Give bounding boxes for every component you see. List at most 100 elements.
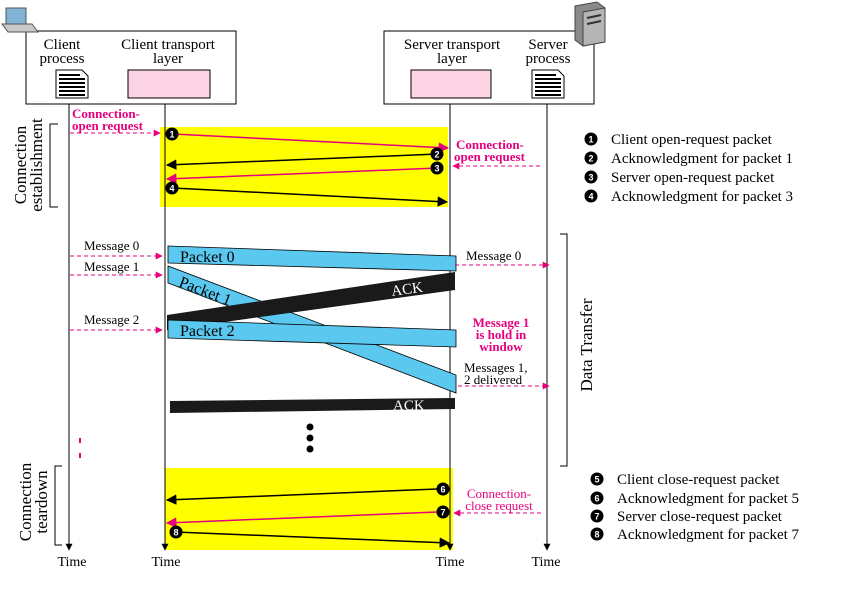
svg-text:4: 4	[169, 184, 174, 194]
conn-close-server-label-2: close request	[465, 498, 533, 513]
legend-open-item-4: 4 Acknowledgment for packet 3	[584, 189, 793, 205]
svg-text:7: 7	[440, 508, 445, 518]
legend-open: 1 Client open-request packet 2 Acknowledgm…	[584, 132, 793, 205]
badge-1: 1	[165, 127, 179, 141]
establishment-bracket	[49, 123, 58, 208]
laptop-icon	[1, 7, 39, 33]
packet0-label: Packet 0	[180, 249, 235, 266]
svg-text:6: 6	[594, 494, 599, 504]
svg-text:8: 8	[173, 528, 178, 538]
document-icon	[531, 69, 565, 99]
svg-text:1: 1	[169, 130, 174, 140]
legend-close-item-6: 6 Acknowledgment for packet 5	[590, 491, 799, 507]
svg-text:5: 5	[594, 475, 599, 485]
document-icon	[55, 69, 89, 99]
svg-text:Acknowledgment for packet 3: Acknowledgment for packet 3	[611, 189, 793, 205]
legend-open-item-2: 2 Acknowledgment for packet 1	[584, 151, 793, 167]
continuation-dot	[306, 434, 314, 442]
ack1-bar	[167, 272, 455, 330]
badge-8: 8	[169, 525, 183, 539]
svg-text:2: 2	[588, 154, 593, 164]
server-transport-label-1: Server transport	[404, 37, 501, 53]
message0-client-label: Message 0	[84, 238, 139, 253]
svg-text:1: 1	[588, 135, 593, 145]
svg-text:6: 6	[440, 485, 445, 495]
client-transport-label-2: layer	[153, 51, 183, 67]
message2-client-label: Message 2	[84, 312, 139, 327]
data-transfer-bracket	[560, 233, 568, 467]
legend-close-item-5: 5 Client close-request packet	[590, 472, 780, 488]
message1-hold-label-1: Message 1	[473, 315, 530, 330]
teardown-bracket	[54, 465, 62, 546]
packet2-bar	[167, 319, 457, 348]
svg-text:2: 2	[434, 150, 439, 160]
open-request-packet	[172, 133, 450, 153]
legend-close-item-8: 8 Acknowledgment for packet 7	[590, 527, 800, 543]
conn-open-client-label-1: Connection-	[72, 106, 140, 121]
ack-packet-7	[174, 531, 451, 548]
ack2-label: ACK	[393, 398, 425, 414]
ack2-bar	[170, 398, 455, 413]
time-label-server-process: Time	[531, 555, 560, 570]
teardown-highlight	[165, 468, 453, 550]
svg-text:3: 3	[588, 173, 593, 183]
ack-packet-3	[172, 187, 449, 207]
establishment-label-1: Connection	[11, 125, 30, 204]
legend-open-item-3: 3 Server open-request packet	[584, 170, 775, 186]
client-process-label-1: Client	[44, 37, 81, 53]
svg-text:3: 3	[434, 164, 439, 174]
time-label-server-transport: Time	[435, 555, 464, 570]
svg-text:7: 7	[594, 512, 599, 522]
conn-open-server-label-2: open request	[454, 149, 526, 164]
svg-text:Client close-request packet: Client close-request packet	[617, 472, 780, 488]
badge-3: 3	[430, 161, 444, 175]
legend-close: 5 Client close-request packet 6 Acknowledg…	[590, 472, 800, 543]
badge-2: 2	[430, 147, 444, 161]
legend-open-item-1: 1 Client open-request packet	[584, 132, 773, 148]
teardown-label-2: teardown	[32, 470, 51, 534]
badge-6: 6	[436, 482, 450, 496]
packet0-bar	[167, 245, 457, 272]
client-transport-buffer	[127, 69, 211, 99]
time-label-client-process: Time	[57, 555, 86, 570]
svg-text:Acknowledgment for packet 7: Acknowledgment for packet 7	[617, 527, 800, 543]
badge-7: 7	[436, 505, 450, 519]
message0-server-label: Message 0	[466, 248, 521, 263]
messages-delivered-label-2: 2 delivered	[464, 372, 523, 387]
establishment-label-2: establishment	[27, 118, 46, 212]
client-process-label-2: process	[40, 51, 85, 67]
svg-text:Acknowledgment for packet 5: Acknowledgment for packet 5	[617, 491, 799, 507]
message1-hold-label-3: window	[479, 339, 523, 354]
conn-open-server-label-1: Connection-	[456, 137, 524, 152]
continuation-dot	[306, 423, 314, 431]
ack1-label: ACK	[390, 280, 424, 300]
server-process-label-2: process	[526, 51, 571, 67]
continuation-dot	[306, 445, 314, 453]
server-close-request-packet	[165, 511, 438, 528]
ack-packet-5	[165, 488, 438, 505]
messages-delivered-label-1: Messages 1,	[464, 360, 528, 375]
message1-hold-label-2: is hold in	[476, 327, 527, 342]
server-tower-icon	[574, 1, 606, 47]
conn-close-server-label-1: Connection-	[467, 486, 531, 501]
client-transport-label-1: Client transport	[121, 37, 216, 53]
conn-open-client-label-2: open request	[72, 118, 144, 133]
svg-text:8: 8	[594, 530, 599, 540]
server-transport-label-2: layer	[437, 51, 467, 67]
packet1-label: Packet 1	[177, 274, 234, 309]
packet2-label: Packet 2	[180, 323, 235, 340]
svg-text:Server close-request packet: Server close-request packet	[617, 509, 783, 525]
badge-4: 4	[165, 181, 179, 195]
legend-close-item-7: 7 Server close-request packet	[590, 509, 783, 525]
svg-text:Acknowledgment for packet 1: Acknowledgment for packet 1	[611, 151, 793, 167]
ack-packet-1	[165, 153, 439, 170]
data-transfer-label: Data Transfer	[577, 298, 596, 391]
svg-text:Server open-request packet: Server open-request packet	[611, 170, 775, 186]
svg-text:4: 4	[588, 192, 593, 202]
message1-client-label: Message 1	[84, 259, 139, 274]
teardown-label-1: Connection	[16, 462, 35, 541]
server-transport-buffer	[410, 69, 492, 99]
time-label-client-transport: Time	[151, 555, 180, 570]
